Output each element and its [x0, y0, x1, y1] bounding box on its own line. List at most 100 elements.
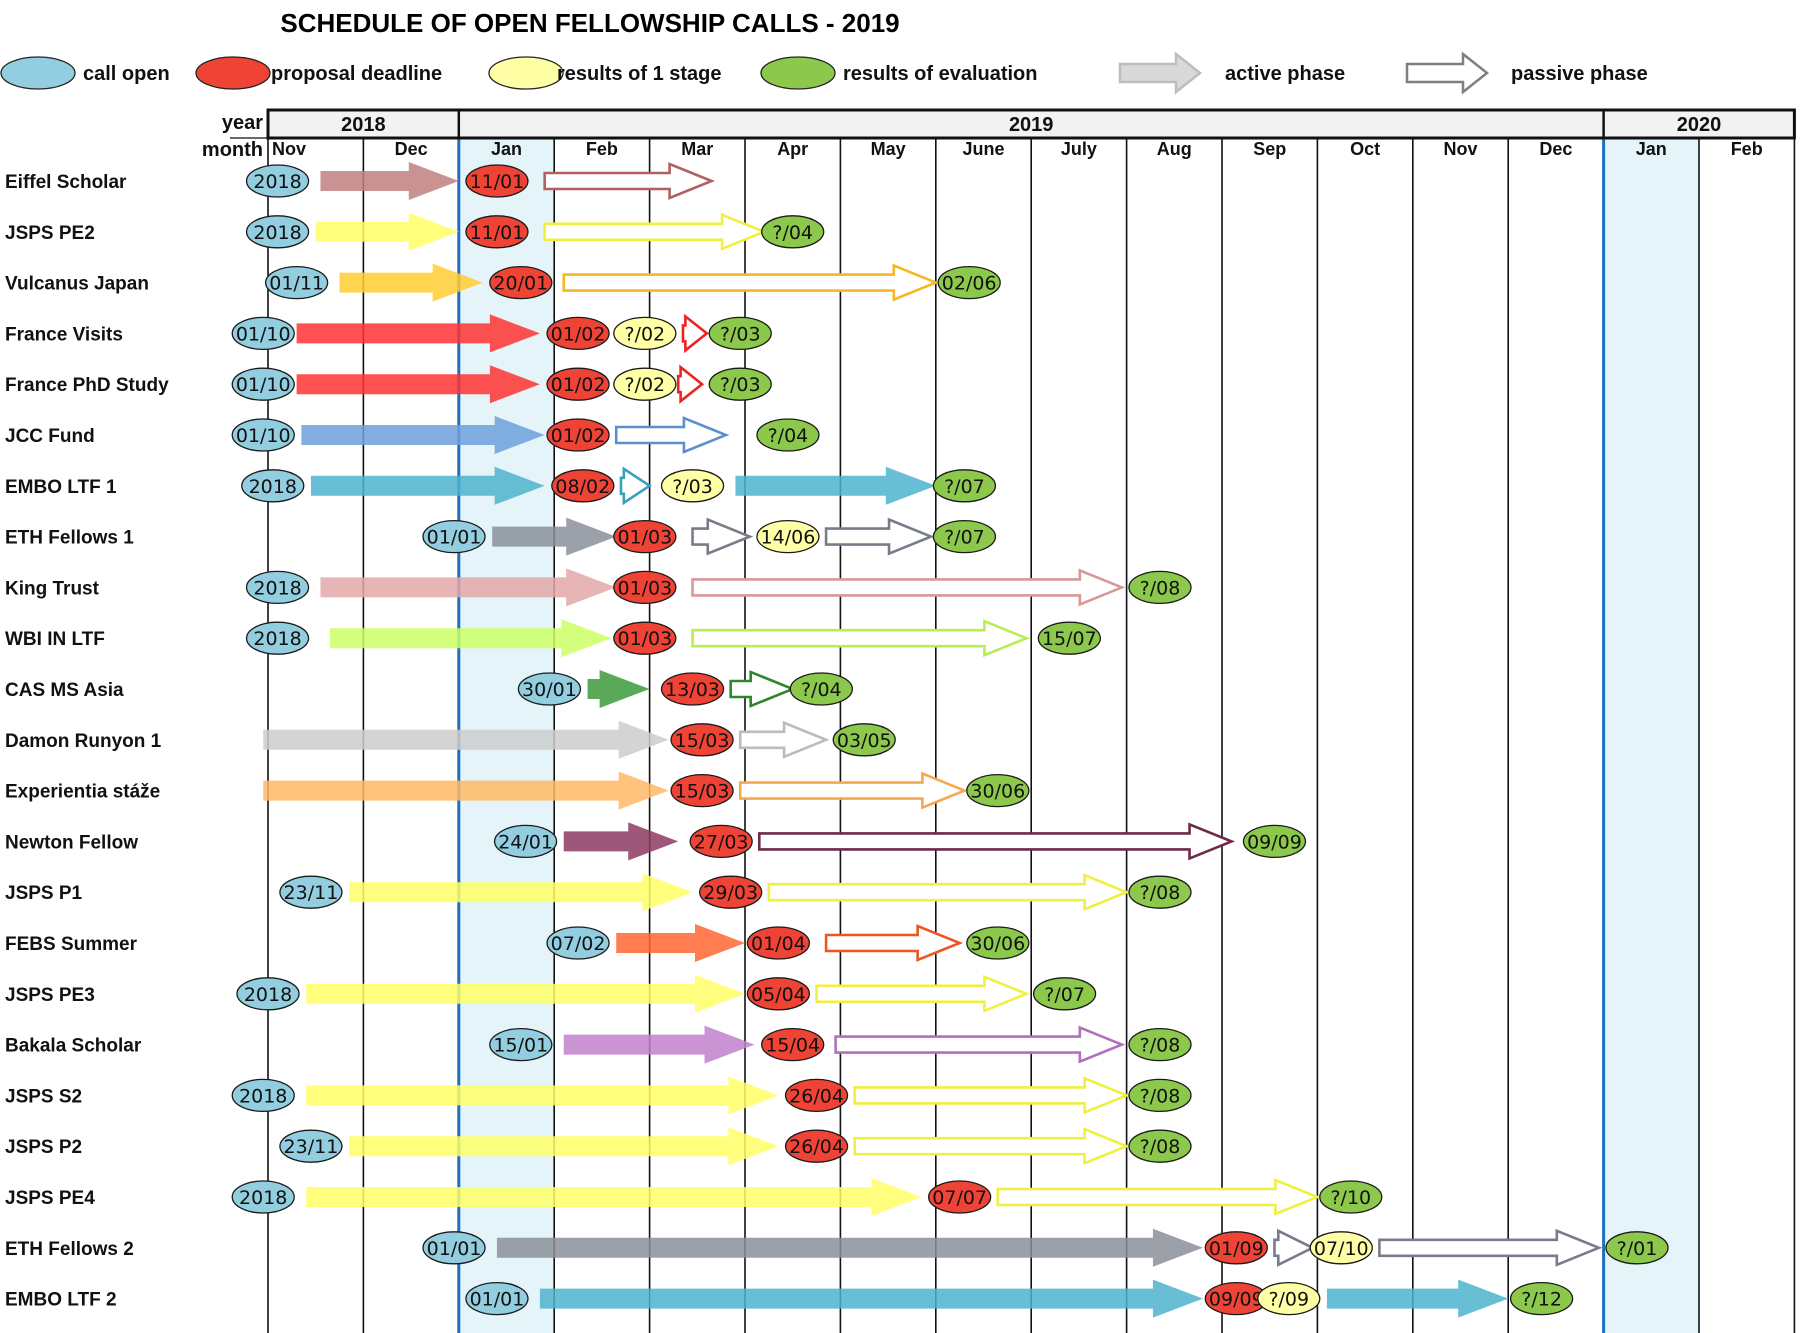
deadline-marker: [1204, 1231, 1268, 1265]
marker-date-label: 07/02: [551, 933, 606, 955]
row-label: CAS MS Asia: [5, 680, 124, 701]
marker-date-label: 26/04: [789, 1085, 844, 1107]
evaluation-result-marker: [966, 926, 1030, 960]
deadline-marker: [784, 1129, 849, 1163]
row-label: Vulcanus Japan: [5, 274, 149, 295]
evaluation-result-marker: [1128, 1078, 1192, 1113]
timeline-header: year month 2018 2019 2020 Nov Dec Jan Feb Mar Apr M…: [202, 108, 1796, 161]
call-open-marker: [245, 570, 310, 605]
call-open-marker: [231, 418, 295, 452]
passive-phase-arrow: [824, 924, 964, 962]
schedule-row: JSPS PE3 2018 05/04 ?/07: [5, 974, 1097, 1013]
active-phase-arrow: [563, 822, 679, 861]
active-phase-arrow: [301, 416, 545, 454]
row-label: Newton Fellow: [5, 832, 138, 853]
active-phase-arrow: [320, 162, 459, 200]
deadline-marker: [546, 418, 610, 452]
month-label: Jan: [491, 139, 522, 159]
marker-date-label: 05/04: [751, 984, 806, 1006]
marker-date-label: 2018: [244, 984, 292, 1006]
active-phase-arrow: [296, 314, 540, 353]
marker-date-label: 30/01: [522, 679, 577, 701]
marker-date-label: 2018: [253, 171, 301, 193]
deadline-marker: [613, 570, 677, 605]
month-label: May: [871, 139, 906, 159]
active-phase-arrow: [306, 974, 745, 1013]
marker-date-label: 03/05: [837, 730, 892, 752]
legend-open-swatch: [0, 56, 76, 90]
call-open-marker: [245, 164, 310, 198]
deadline-marker: [699, 875, 763, 909]
marker-date-label: 01/10: [236, 374, 291, 396]
call-open-marker: [231, 1078, 295, 1113]
marker-date-label: ?/08: [1140, 1035, 1181, 1057]
marker-date-label: 07/07: [932, 1187, 987, 1209]
marker-date-label: ?/07: [944, 527, 985, 549]
schedule-row: ETH Fellows 2 01/01 01/09 07/10 ?/01: [5, 1228, 1669, 1267]
schedule-row: Vulcanus Japan 01/11 20/01 02/06: [5, 263, 1001, 302]
row-label: JSPS P2: [5, 1137, 82, 1158]
month-label: Dec: [1539, 139, 1572, 159]
evaluation-result-marker: [708, 367, 772, 401]
evaluation-result-marker: [937, 265, 1001, 300]
row-label: FEBS Summer: [5, 934, 138, 955]
highlighted-month-column: [1603, 138, 1699, 1333]
marker-date-label: 30/06: [970, 781, 1025, 803]
marker-date-label: 09/09: [1247, 831, 1302, 853]
marker-date-label: 26/04: [789, 1136, 844, 1158]
active-phase-arrow: [306, 1178, 922, 1216]
marker-date-label: 24/01: [498, 831, 553, 853]
evaluation-result-marker: [1605, 1231, 1669, 1265]
passive-phase-arrow: [543, 162, 716, 200]
stage1-result-marker: [613, 316, 677, 351]
evaluation-result-marker: [966, 773, 1030, 808]
active-phase-arrow: [296, 365, 540, 404]
call-open-marker: [465, 1281, 529, 1316]
month-label: Jan: [1636, 139, 1667, 159]
passive-phase-arrow: [815, 974, 1030, 1013]
deadline-marker: [670, 773, 734, 808]
marker-date-label: 2018: [253, 222, 301, 244]
month-label: July: [1061, 139, 1097, 159]
passive-phase-arrow: [729, 670, 797, 708]
passive-phase-arrow: [691, 568, 1126, 607]
year-label: 2020: [1677, 114, 1722, 136]
marker-date-label: ?/04: [768, 425, 809, 447]
deadline-marker: [746, 977, 811, 1011]
marker-date-label: ?/03: [672, 476, 713, 498]
legend-label-open: call open: [83, 63, 170, 85]
passive-phase-arrow: [1273, 1228, 1316, 1267]
passive-phase-arrow: [614, 416, 730, 454]
marker-date-label: 01/04: [751, 933, 806, 955]
marker-date-label: 30/06: [970, 933, 1025, 955]
stage1-result-marker: [660, 469, 725, 503]
active-phase-arrow: [315, 212, 459, 251]
call-open-marker: [279, 875, 343, 909]
legend-label-result: results of evaluation: [843, 63, 1038, 85]
active-phase-arrow: [263, 771, 669, 810]
row-label: Experientia stáže: [5, 782, 160, 803]
deadline-marker: [551, 469, 615, 503]
passive-phase-arrow: [619, 466, 652, 506]
year-band: [266, 108, 1796, 140]
passive-phase-arrow: [853, 1127, 1131, 1166]
row-label: EMBO LTF 1: [5, 477, 117, 498]
active-phase-arrow: [339, 263, 483, 302]
row-label: JSPS PE3: [5, 985, 95, 1006]
year-label: 2019: [1009, 114, 1054, 136]
schedule-row: Experientia stáže 15/03 30/06: [5, 771, 1030, 810]
passive-phase-arrow: [758, 822, 1236, 861]
passive-phase-arrow: [1378, 1228, 1603, 1267]
schedule-row: JSPS PE4 2018 07/07 ?/10: [5, 1178, 1383, 1216]
call-open-marker: [236, 977, 300, 1011]
call-open-marker: [279, 1129, 343, 1163]
deadline-marker: [613, 519, 677, 554]
row-label: JCC Fund: [5, 426, 95, 447]
evaluation-result-marker: [761, 215, 825, 249]
month-label: Nov: [1443, 139, 1477, 159]
marker-date-label: ?/01: [1617, 1238, 1658, 1260]
passive-phase-arrow: [681, 313, 709, 354]
evaluation-result-marker: [1128, 875, 1192, 909]
legend-stage1-swatch: [488, 56, 564, 90]
